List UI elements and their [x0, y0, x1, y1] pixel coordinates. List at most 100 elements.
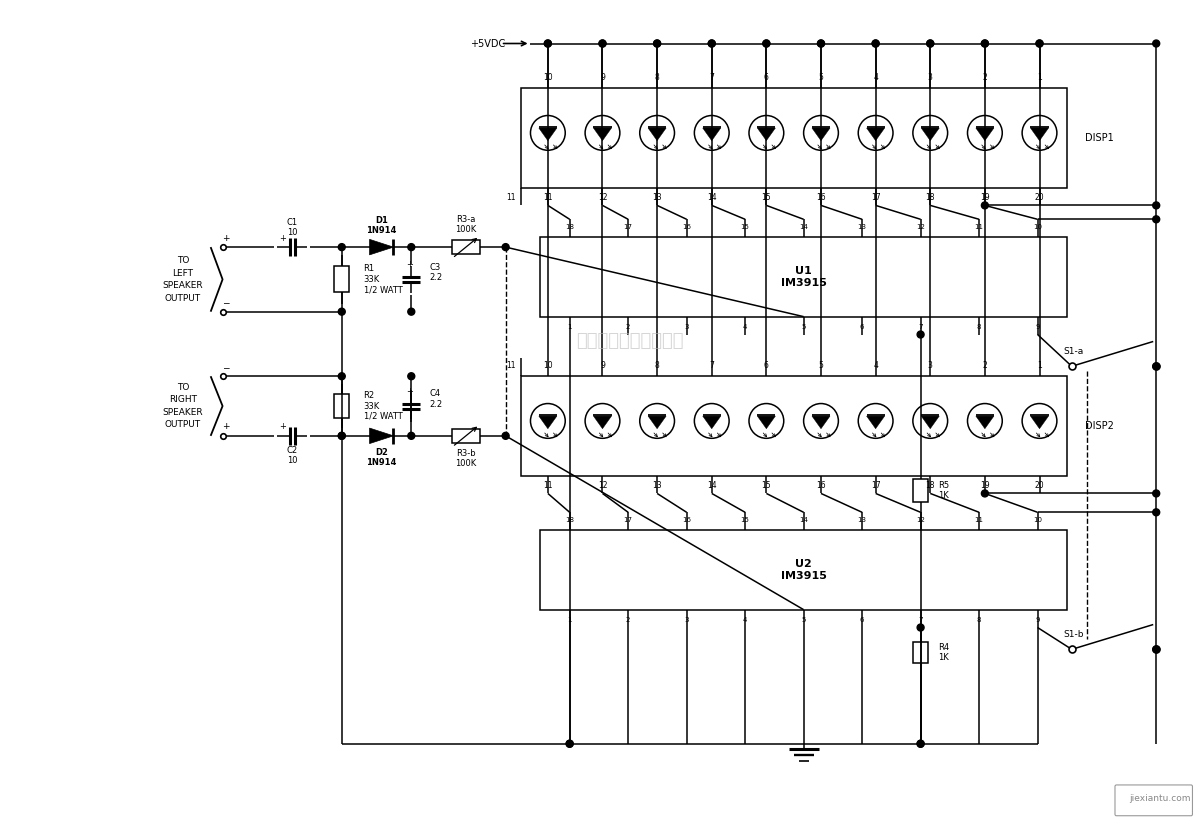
Text: 7: 7	[918, 617, 923, 622]
Circle shape	[408, 308, 415, 315]
Text: TO
LEFT
SPEAKER
OUTPUT: TO LEFT SPEAKER OUTPUT	[162, 256, 203, 303]
Text: +: +	[222, 234, 229, 243]
Text: 14: 14	[707, 193, 716, 202]
Circle shape	[654, 40, 660, 47]
Bar	[540, 530, 1067, 610]
Text: 20: 20	[1034, 193, 1044, 202]
Text: 13: 13	[653, 193, 662, 202]
Circle shape	[338, 308, 346, 315]
Text: +: +	[406, 260, 413, 269]
Text: 16: 16	[816, 193, 826, 202]
Text: 7: 7	[709, 73, 714, 82]
Polygon shape	[539, 128, 557, 140]
Polygon shape	[648, 128, 666, 140]
Text: 18: 18	[565, 224, 574, 230]
Polygon shape	[976, 416, 994, 429]
Text: +: +	[278, 422, 286, 431]
Text: R3-a
100K: R3-a 100K	[455, 214, 476, 234]
Text: 10: 10	[1033, 517, 1042, 523]
Text: D1
1N914: D1 1N914	[366, 216, 397, 235]
Text: C1
10: C1 10	[287, 218, 298, 237]
Text: 16: 16	[682, 224, 691, 230]
Text: 5: 5	[802, 617, 806, 622]
Circle shape	[872, 40, 880, 47]
Circle shape	[1153, 646, 1159, 653]
Text: R1
33K
1/2 WATT: R1 33K 1/2 WATT	[364, 264, 402, 294]
Polygon shape	[594, 128, 612, 140]
Text: S1-a: S1-a	[1064, 347, 1084, 355]
Circle shape	[545, 40, 551, 47]
Text: 13: 13	[858, 517, 866, 523]
Circle shape	[1153, 363, 1159, 369]
Text: 杭州将睿科技有限公司: 杭州将睿科技有限公司	[576, 333, 684, 351]
Circle shape	[982, 202, 989, 209]
Polygon shape	[370, 240, 394, 255]
Circle shape	[502, 433, 509, 439]
Text: 8: 8	[977, 323, 982, 329]
Polygon shape	[648, 416, 666, 429]
Text: 11: 11	[974, 517, 984, 523]
Bar	[913, 479, 928, 502]
Text: 18: 18	[925, 193, 935, 202]
Bar	[335, 267, 349, 292]
Text: R3-b
100K: R3-b 100K	[455, 449, 476, 468]
Text: jiexiantu.com: jiexiantu.com	[1129, 795, 1190, 803]
Text: 3: 3	[928, 360, 932, 369]
Circle shape	[408, 433, 415, 439]
Text: 12: 12	[598, 193, 607, 202]
Text: 15: 15	[740, 517, 750, 523]
Polygon shape	[812, 128, 830, 140]
Text: 9: 9	[600, 360, 605, 369]
Text: 6: 6	[860, 323, 864, 329]
Text: 10: 10	[1033, 224, 1042, 230]
Text: 11: 11	[506, 360, 516, 369]
Circle shape	[763, 40, 770, 47]
Polygon shape	[703, 416, 721, 429]
Circle shape	[872, 40, 880, 47]
Text: 9: 9	[600, 73, 605, 82]
Polygon shape	[976, 128, 994, 140]
Text: 12: 12	[916, 517, 925, 523]
Text: 18: 18	[565, 517, 574, 523]
Text: −: −	[222, 363, 229, 372]
Text: 17: 17	[624, 517, 632, 523]
Text: 4: 4	[874, 73, 878, 82]
Text: 18: 18	[925, 481, 935, 490]
Circle shape	[1153, 40, 1159, 47]
Circle shape	[566, 741, 574, 747]
Polygon shape	[1031, 416, 1049, 429]
Text: 5: 5	[802, 323, 806, 329]
Circle shape	[982, 490, 989, 497]
Text: DISP1: DISP1	[1085, 133, 1114, 143]
Circle shape	[338, 433, 346, 439]
Text: 6: 6	[860, 617, 864, 622]
Circle shape	[1153, 216, 1159, 222]
Text: 17: 17	[871, 193, 881, 202]
Circle shape	[917, 741, 924, 747]
Text: 10: 10	[544, 73, 553, 82]
Text: 16: 16	[682, 517, 691, 523]
Text: 3: 3	[684, 323, 689, 329]
Circle shape	[566, 741, 574, 747]
Circle shape	[817, 40, 824, 47]
Text: 14: 14	[799, 517, 808, 523]
Bar	[521, 376, 1067, 475]
Text: 4: 4	[874, 360, 878, 369]
Circle shape	[917, 624, 924, 631]
Circle shape	[338, 433, 346, 439]
Text: +5VDC: +5VDC	[470, 39, 505, 48]
Text: −: −	[222, 298, 229, 307]
Polygon shape	[757, 128, 775, 140]
Polygon shape	[757, 416, 775, 429]
Circle shape	[708, 40, 715, 47]
Text: R5
1K: R5 1K	[938, 481, 949, 501]
Text: 5: 5	[818, 360, 823, 369]
Circle shape	[599, 40, 606, 47]
Circle shape	[1153, 202, 1159, 209]
Text: R4
1K: R4 1K	[938, 643, 949, 662]
Circle shape	[1153, 490, 1159, 497]
Text: 20: 20	[1034, 481, 1044, 490]
Text: U1
IM3915: U1 IM3915	[781, 266, 827, 287]
Text: 11: 11	[974, 224, 984, 230]
Text: 16: 16	[816, 481, 826, 490]
